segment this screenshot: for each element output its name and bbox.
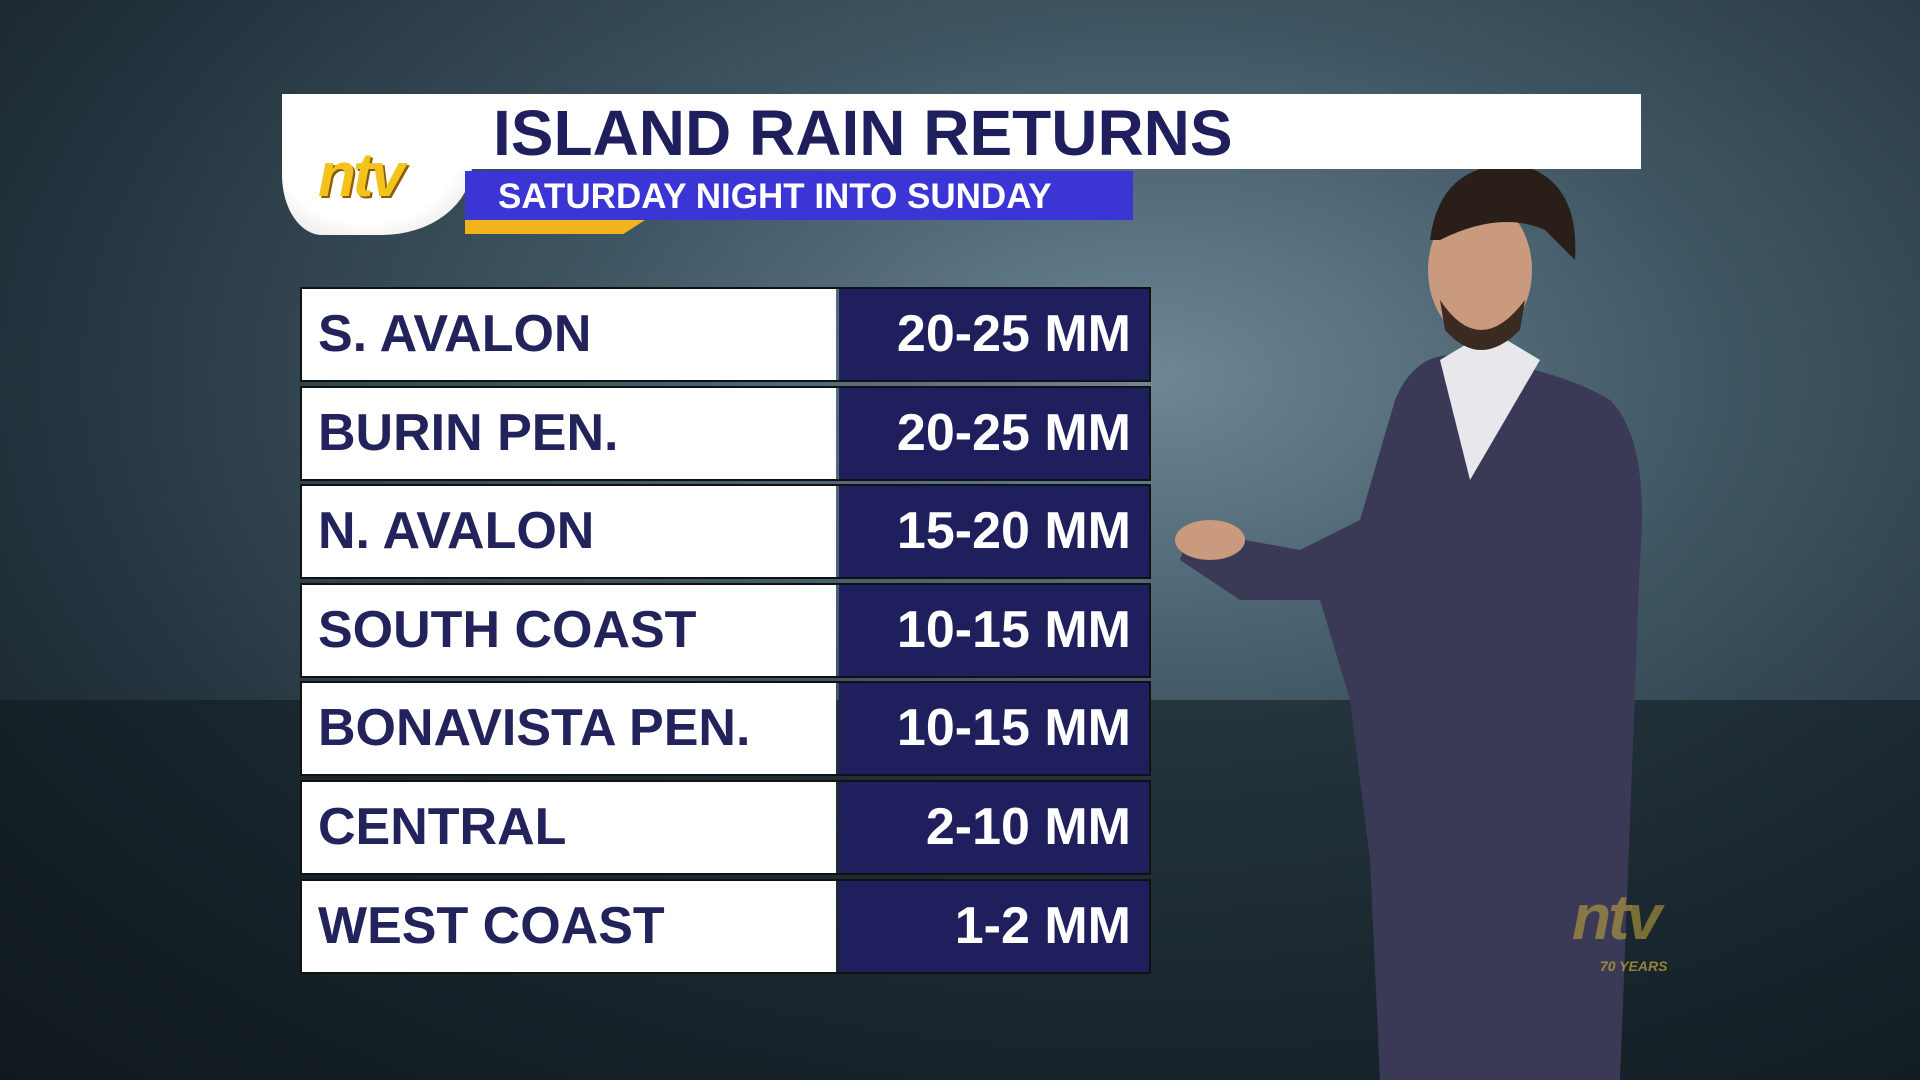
rain-amount: 20-25 MM: [839, 289, 1149, 380]
region: S. AVALON: [302, 289, 836, 380]
rain-amount: 10-15 MM: [839, 683, 1149, 775]
table-row: S. AVALON 20-25 MM: [300, 287, 1151, 382]
table-row: SOUTH COAST 10-15 MM: [300, 582, 1151, 678]
rain-amount: 1-2 MM: [839, 880, 1149, 972]
region: CENTRAL: [302, 781, 836, 873]
table-row: WEST COAST 1-2 MM: [300, 878, 1151, 974]
title: ISLAND RAIN RETURNS: [493, 97, 1233, 169]
subtitle-bar: [465, 171, 1133, 220]
suit: [1180, 355, 1642, 1080]
rain-amount: 20-25 MM: [839, 387, 1149, 479]
rain-amount: 2-10 MM: [839, 781, 1149, 873]
header-bar: [282, 94, 1641, 169]
table-row: BONAVISTA PEN. 10-15 MM: [300, 681, 1151, 777]
watermark-logo: ntv: [1572, 881, 1662, 953]
beard: [1440, 300, 1525, 350]
rain-amount: 15-20 MM: [839, 486, 1149, 578]
shirt: [1440, 330, 1540, 480]
face: [1428, 200, 1532, 340]
region: WEST COAST: [302, 880, 836, 972]
region: N. AVALON: [302, 486, 836, 578]
hands: [1175, 520, 1245, 560]
region: BURIN PEN.: [302, 387, 836, 479]
table-row: CENTRAL 2-10 MM: [300, 779, 1151, 875]
accent-stripe: [465, 220, 645, 234]
region: SOUTH COAST: [302, 584, 836, 676]
logo: ntv: [318, 141, 405, 210]
hair: [1430, 164, 1576, 260]
rain-amount: 10-15 MM: [839, 584, 1149, 676]
rain-table: S. AVALON 20-25 MM BURIN PEN. 20-25 MM N. AV…: [300, 287, 1151, 977]
subtitle: SATURDAY NIGHT INTO SUNDAY: [498, 177, 1052, 216]
watermark-caption: 70 YEARS: [1600, 958, 1668, 974]
region: BONAVISTA PEN.: [302, 683, 836, 775]
table-row: BURIN PEN. 20-25 MM: [300, 385, 1151, 481]
presenter: [1175, 164, 1642, 1080]
table-row: N. AVALON 15-20 MM: [300, 484, 1151, 580]
